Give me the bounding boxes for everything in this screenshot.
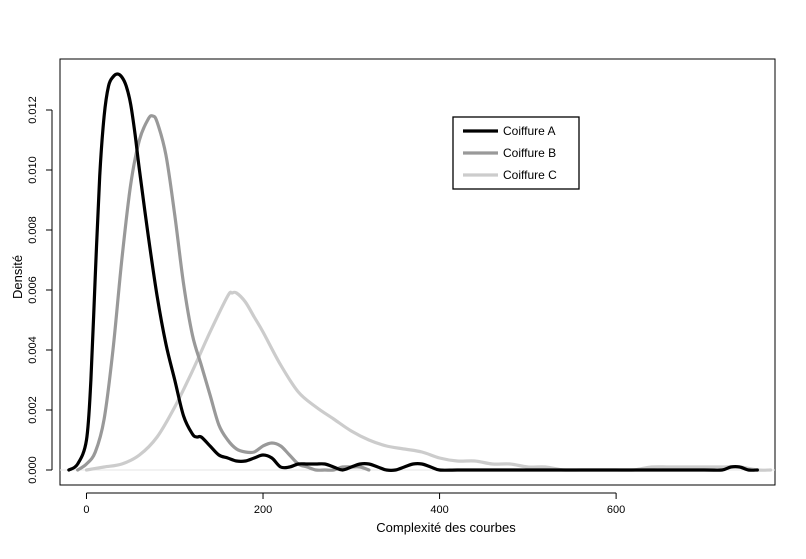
x-tick-label: 400 — [430, 504, 448, 516]
legend: Coiffure A Coiffure B Coiffure C — [452, 116, 580, 190]
y-tick-label: 0.002 — [27, 396, 39, 424]
series-line-2 — [76, 114, 371, 472]
y-tick-label: 0.012 — [27, 96, 39, 124]
y-tick-label: 0.008 — [27, 216, 39, 244]
x-axis-label: Complexité des courbes — [376, 520, 516, 535]
y-tick-label: 0.010 — [27, 156, 39, 184]
y-axis-label: Densité — [10, 255, 25, 299]
x-tick-label: 200 — [254, 504, 272, 516]
x-tick-label: 600 — [607, 504, 625, 516]
y-tick-label: 0.004 — [27, 336, 39, 364]
plot-frame — [59, 58, 776, 486]
x-tick-label: 0 — [83, 504, 89, 516]
legend-label-1: Coiffure A — [503, 124, 555, 138]
y-tick-label: 0.006 — [27, 276, 39, 304]
series-line-3 — [84, 290, 773, 472]
legend-label-3: Coiffure C — [503, 168, 557, 182]
x-axis: 0 200 400 600 — [83, 492, 625, 516]
series-layer — [67, 72, 773, 472]
y-axis: 0.000 0.002 0.004 0.006 0.008 0.010 0.012 — [27, 96, 53, 484]
legend-label-2: Coiffure B — [503, 146, 556, 160]
series-line-1 — [67, 72, 759, 472]
y-tick-label: 0.000 — [27, 456, 39, 484]
